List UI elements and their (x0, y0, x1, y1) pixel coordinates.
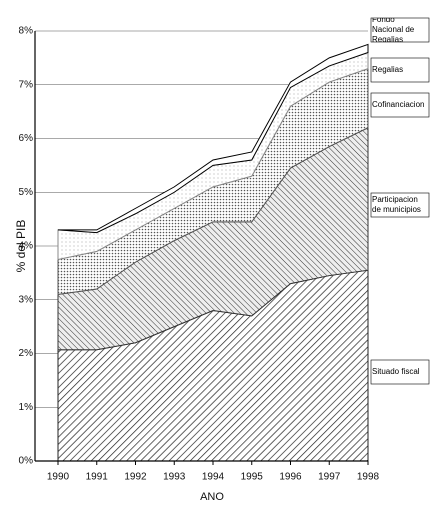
y-tick-label: 3% (19, 294, 34, 305)
x-axis-label: ANO (200, 491, 224, 503)
legend-label: Regalias (372, 65, 404, 74)
legend-label-box: Regalias (372, 65, 404, 74)
y-tick-label: 7% (19, 79, 34, 90)
legend-box (370, 17, 430, 43)
legend-label-box: Participacion de municipios (372, 195, 421, 214)
legend-label-box: Fondo Nacional de Regalias (372, 18, 415, 42)
x-tick-label: 1995 (241, 472, 264, 483)
y-tick-label: 4% (19, 241, 34, 252)
y-tick-label: 1% (19, 402, 34, 413)
y-tick-label: 0% (19, 456, 34, 467)
y-tick-label: 2% (19, 348, 34, 359)
x-tick-label: 1991 (86, 472, 109, 483)
x-tick-label: 1990 (47, 472, 70, 483)
y-axis-label: % del PIB (14, 220, 28, 273)
legend-box (370, 92, 430, 118)
x-tick-label: 1996 (279, 472, 302, 483)
area (57, 43, 369, 234)
legend-label: Situado fiscal (372, 367, 420, 376)
legend-label: Participacion de municipios (372, 195, 421, 214)
x-tick-label: 1994 (202, 472, 225, 483)
y-tick-label: 6% (19, 133, 34, 144)
x-tick-label: 1998 (357, 472, 380, 483)
x-tick-label: 1997 (318, 472, 341, 483)
legend-box (370, 192, 430, 218)
legend-label: Fondo Nacional de Regalias (372, 18, 415, 42)
x-tick-label: 1992 (124, 472, 147, 483)
y-tick-label: 5% (19, 187, 34, 198)
legend-box (370, 359, 430, 385)
x-tick-label: 1993 (163, 472, 186, 483)
legend-label-box: Situado fiscal (372, 367, 420, 376)
legend-box (370, 57, 430, 83)
legend-label-box: Cofinanciacion (372, 100, 425, 109)
y-tick-label: 8% (19, 26, 34, 37)
legend-label: Cofinanciacion (372, 100, 425, 109)
